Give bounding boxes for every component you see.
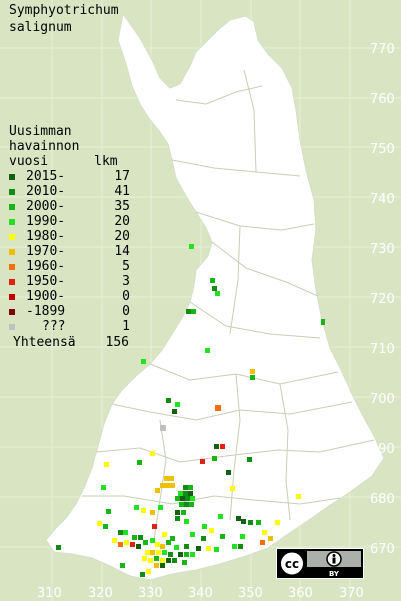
legend-swatch <box>9 263 15 270</box>
legend-label: 1950- <box>26 274 66 289</box>
legend-rows: 2015- 17 2010- 41 2000- 35 1990- 20 1980- 20 … <box>9 169 130 334</box>
legend-swatch <box>9 173 15 180</box>
legend-row: 2010- 41 <box>9 184 130 199</box>
legend-swatch <box>9 293 15 300</box>
y-tick: 770 <box>370 42 395 57</box>
legend-total-label: Yhteensä <box>13 335 76 350</box>
legend-count-header: lkm <box>94 154 118 169</box>
legend: Uusimman havainnon vuosi lkm 2015- 17 201… <box>9 124 130 351</box>
legend-count: 41 <box>114 184 130 199</box>
legend-row: 1960- 5 <box>9 259 130 274</box>
x-tick: 340 <box>188 586 213 601</box>
legend-count: 35 <box>114 199 130 214</box>
legend-swatch <box>9 248 15 255</box>
finland-outline <box>45 12 385 581</box>
legend-label: -1899 <box>26 304 66 319</box>
y-tick: 700 <box>370 392 395 407</box>
legend-label: 1970- <box>26 244 66 259</box>
x-tick: 370 <box>339 586 364 601</box>
cc-by-graphic: cc BY <box>277 549 363 578</box>
region-borders <box>82 69 375 541</box>
y-tick: 740 <box>370 192 395 207</box>
legend-row: 1900- 0 <box>9 289 130 304</box>
legend-title-line2: havainnon <box>9 139 80 154</box>
legend-label: 1980- <box>26 229 66 244</box>
legend-row: 1990- 20 <box>9 214 130 229</box>
legend-row: 2000- 35 <box>9 199 130 214</box>
y-tick: 730 <box>370 242 395 257</box>
y-tick: 680 <box>370 492 395 507</box>
legend-label: 1990- <box>26 214 66 229</box>
by-label: BY <box>329 570 340 578</box>
legend-swatch <box>9 278 15 285</box>
legend-label: ??? <box>42 319 66 334</box>
x-tick: 360 <box>288 586 313 601</box>
legend-row: 1950- 3 <box>9 274 130 289</box>
legend-count: 3 <box>122 274 130 289</box>
y-tick: 710 <box>370 342 395 357</box>
x-tick: 350 <box>238 586 263 601</box>
species-name-line1: Symphyotrichum <box>9 3 119 18</box>
species-name-line2: salignum <box>9 20 72 35</box>
x-axis-ticks: 310 320 330 340 350 360 370 <box>37 586 364 601</box>
legend-swatch <box>9 203 15 210</box>
legend-count: 20 <box>114 229 130 244</box>
legend-header: Uusimman havainnon vuosi lkm <box>9 124 130 169</box>
legend-row: -1899 0 <box>9 304 130 319</box>
legend-count: 14 <box>114 244 130 259</box>
x-tick: 310 <box>37 586 62 601</box>
legend-title-line1: Uusimman <box>9 124 72 139</box>
legend-row: ??? 1 <box>9 319 130 334</box>
y-tick: 760 <box>370 92 395 107</box>
species-name: Symphyotrichum salignum <box>9 2 119 36</box>
legend-row: 2015- 17 <box>9 169 130 184</box>
cc-icon-text: cc <box>285 557 299 571</box>
legend-label: 1900- <box>26 289 66 304</box>
legend-swatch <box>9 233 15 240</box>
legend-count: 1 <box>122 319 130 334</box>
x-tick: 330 <box>138 586 163 601</box>
y-tick: 720 <box>370 292 395 307</box>
cc-icon <box>279 550 305 577</box>
legend-count: 0 <box>122 304 130 319</box>
y-tick: 750 <box>370 142 395 157</box>
legend-swatch <box>9 308 15 315</box>
y-tick: 690 <box>370 442 395 457</box>
legend-count: 17 <box>114 169 130 184</box>
cc-by-license-badge[interactable]: cc BY <box>276 548 364 579</box>
y-tick: 670 <box>370 542 395 557</box>
legend-row: 1980- 20 <box>9 229 130 244</box>
legend-count: 20 <box>114 214 130 229</box>
legend-total-value: 156 <box>105 335 129 350</box>
legend-count: 0 <box>122 289 130 304</box>
legend-swatch <box>9 188 15 195</box>
legend-swatch <box>9 323 15 330</box>
x-tick: 320 <box>88 586 113 601</box>
legend-total: Yhteensä 156 <box>9 335 130 351</box>
legend-label: 2000- <box>26 199 66 214</box>
observation-squares <box>56 244 325 577</box>
legend-row: 1970- 14 <box>9 244 130 259</box>
legend-swatch <box>9 218 15 225</box>
legend-count: 5 <box>122 259 130 274</box>
legend-title-line3: vuosi <box>9 154 49 169</box>
legend-label: 1960- <box>26 259 66 274</box>
legend-label: 2010- <box>26 184 66 199</box>
y-axis-ticks: 770 760 750 740 730 720 710 700 690 680 … <box>370 42 395 557</box>
legend-label: 2015- <box>26 169 66 184</box>
